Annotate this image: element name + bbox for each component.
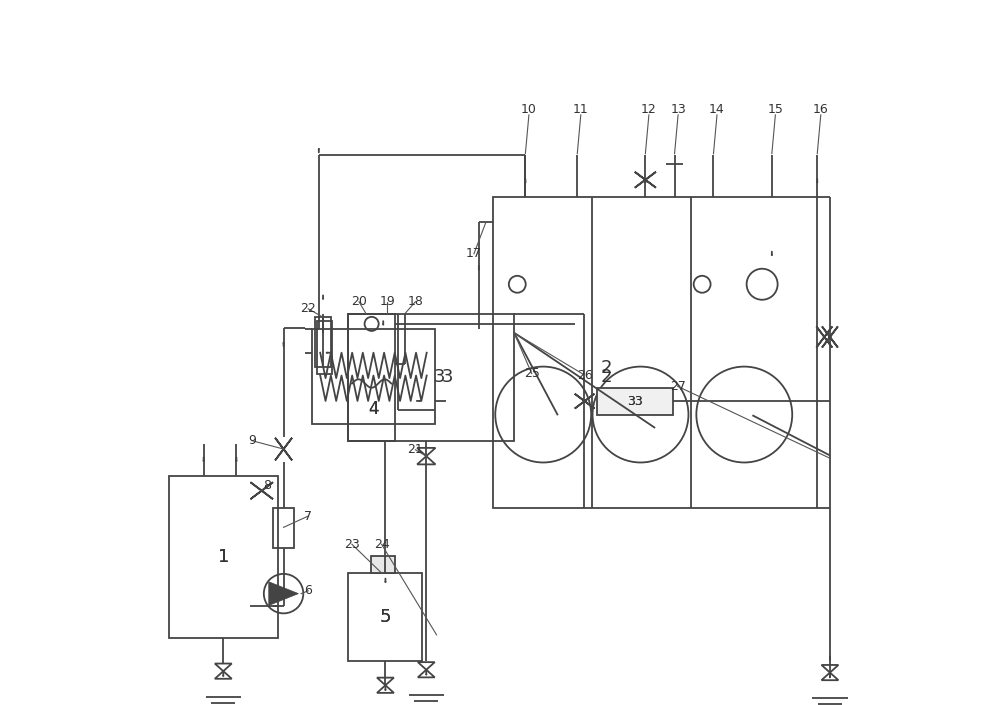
Text: 3: 3 [442, 368, 454, 386]
Text: 33: 33 [627, 395, 643, 407]
Text: 4: 4 [368, 400, 379, 418]
Text: 22: 22 [300, 302, 316, 315]
Polygon shape [822, 326, 838, 348]
Polygon shape [215, 671, 232, 679]
Bar [597, 388, 673, 415]
Bar [315, 317, 331, 367]
Bar [312, 329, 435, 424]
Polygon shape [250, 482, 273, 499]
Polygon shape [275, 438, 292, 460]
Text: 11: 11 [573, 103, 589, 116]
Polygon shape [821, 665, 838, 673]
Bar [348, 314, 514, 441]
Text: 27: 27 [670, 380, 686, 393]
Text: 17: 17 [466, 247, 482, 260]
Text: 12: 12 [641, 103, 657, 116]
Text: 19: 19 [379, 295, 395, 308]
Text: 33: 33 [627, 395, 643, 407]
Text: 2: 2 [601, 368, 612, 386]
Text: 15: 15 [767, 103, 783, 116]
Bar [273, 508, 294, 548]
Text: 2: 2 [601, 359, 612, 377]
Text: 7: 7 [304, 510, 312, 522]
Polygon shape [816, 326, 832, 348]
Text: 16: 16 [813, 103, 829, 116]
Text: 9: 9 [248, 434, 256, 447]
Polygon shape [635, 172, 656, 188]
Text: 24: 24 [374, 538, 389, 551]
Polygon shape [816, 326, 832, 348]
Polygon shape [417, 456, 435, 465]
Polygon shape [575, 393, 594, 409]
Text: 4: 4 [368, 400, 379, 418]
Text: 25: 25 [524, 367, 540, 380]
Text: 18: 18 [407, 295, 423, 308]
Text: 21: 21 [408, 443, 423, 456]
Polygon shape [822, 326, 838, 348]
Polygon shape [418, 662, 435, 670]
Text: 6: 6 [304, 584, 312, 597]
Polygon shape [377, 685, 394, 693]
Bar [348, 314, 395, 441]
Text: 13: 13 [670, 103, 686, 116]
Polygon shape [377, 678, 394, 685]
Text: 10: 10 [521, 103, 537, 116]
Polygon shape [575, 393, 594, 409]
Text: 1: 1 [218, 548, 229, 566]
Text: 14: 14 [709, 103, 725, 116]
Polygon shape [250, 482, 273, 499]
Bar [169, 476, 278, 638]
Bar [317, 321, 332, 374]
Polygon shape [417, 448, 435, 456]
Text: 20: 20 [351, 295, 367, 308]
Text: 5: 5 [380, 608, 391, 626]
Polygon shape [275, 438, 292, 460]
Polygon shape [418, 670, 435, 678]
Text: 5: 5 [380, 608, 391, 626]
Polygon shape [821, 673, 838, 680]
Bar [493, 197, 817, 508]
Bar [348, 573, 422, 661]
Polygon shape [215, 663, 232, 671]
Text: 1: 1 [218, 548, 229, 566]
Text: 8: 8 [263, 479, 271, 491]
Bar [371, 556, 395, 573]
Text: 23: 23 [344, 538, 360, 551]
Polygon shape [269, 582, 298, 606]
Text: 26: 26 [577, 369, 592, 381]
Text: 3: 3 [434, 368, 445, 386]
Polygon shape [635, 172, 656, 188]
